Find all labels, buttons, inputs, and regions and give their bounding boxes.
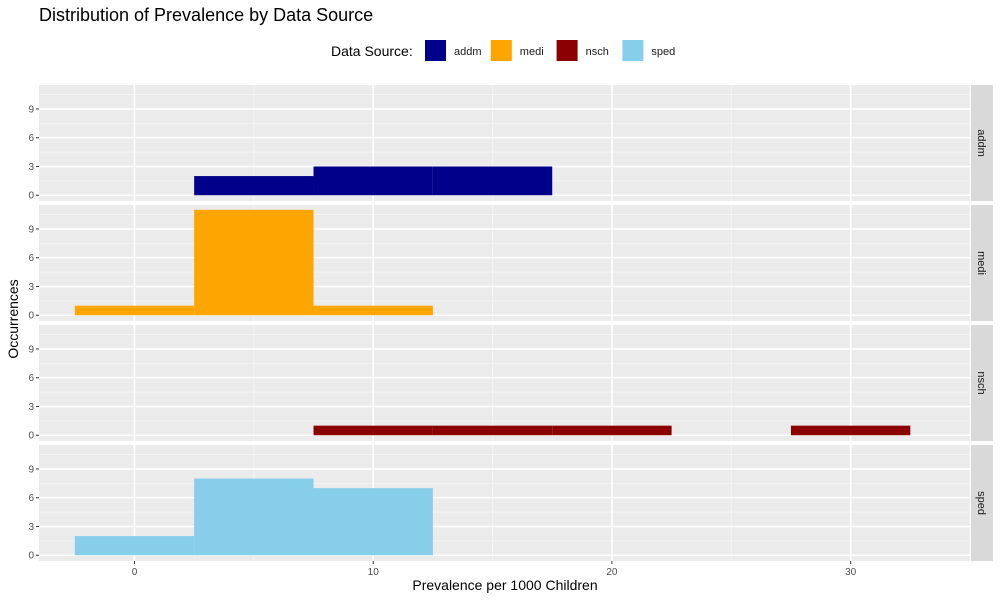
bar-sped (313, 488, 433, 556)
bar-nsch (790, 425, 911, 436)
bar-nsch (432, 425, 553, 436)
legend-key-addm (425, 40, 446, 61)
y-tick-label: 3 (28, 402, 34, 413)
panel-background (39, 325, 970, 441)
facet-panel-sped: 0 3 6 9 sped (28, 445, 993, 562)
panel-background (39, 205, 970, 321)
facet-panel-medi: 0 3 6 9 medi (28, 205, 993, 322)
y-tick-label: 3 (28, 282, 34, 293)
bar-sped (194, 478, 314, 556)
y-tick-label: 6 (28, 253, 34, 264)
bar-nsch (313, 425, 433, 436)
legend-label-medi: medi (520, 46, 544, 58)
y-tick-label: 0 (28, 431, 34, 442)
x-tick-label: 30 (845, 567, 857, 578)
x-tick-label: 20 (606, 567, 618, 578)
legend-title: Data Source: (331, 43, 413, 59)
facet-strip-label-nsch: nsch (975, 371, 987, 394)
y-tick-label: 3 (28, 522, 34, 533)
chart-title: Distribution of Prevalence by Data Sourc… (39, 5, 373, 25)
y-tick-label: 0 (28, 191, 34, 202)
facet-strip (971, 325, 993, 441)
bar-addm (194, 176, 314, 196)
y-tick-label: 0 (28, 551, 34, 562)
bar-sped (74, 536, 195, 556)
bar-medi (313, 305, 433, 316)
facet-panels: 0 3 6 9 addm 0 3 6 9 medi 0 3 6 9 nsch 0 3 6 9 sped (28, 85, 993, 562)
facet-panel-addm: 0 3 6 9 addm (28, 85, 993, 202)
legend-label-sped: sped (651, 46, 675, 58)
y-tick-label: 9 (28, 464, 34, 475)
y-tick-label: 6 (28, 133, 34, 144)
x-tick-label: 0 (132, 567, 138, 578)
bar-nsch (552, 425, 672, 436)
y-tick-label: 9 (28, 104, 34, 115)
legend-key-medi (490, 40, 512, 61)
legend-key-sped (622, 40, 644, 61)
x-axis: 0 10 20 30 (132, 561, 857, 578)
legend-key-nsch (556, 40, 578, 61)
facet-panel-nsch: 0 3 6 9 nsch (28, 325, 993, 442)
y-tick-label: 3 (28, 162, 34, 173)
facet-strip-label-addm: addm (975, 129, 987, 157)
y-tick-label: 6 (28, 493, 34, 504)
x-tick-label: 10 (368, 567, 380, 578)
legend-label-addm: addm (454, 46, 482, 58)
facet-strip-label-medi: medi (975, 251, 987, 275)
facet-strip-label-sped: sped (975, 491, 987, 515)
y-tick-label: 6 (28, 373, 34, 384)
x-axis-label: Prevalence per 1000 Children (412, 577, 597, 593)
legend-label-nsch: nsch (586, 46, 609, 58)
y-tick-label: 9 (28, 224, 34, 235)
legend: Data Source: addm medi nsch sped (331, 40, 675, 61)
y-tick-label: 0 (28, 311, 34, 322)
y-tick-label: 9 (28, 344, 34, 355)
facet-strip (971, 445, 993, 561)
bar-addm (313, 166, 433, 196)
bar-medi (74, 305, 195, 316)
bar-addm (432, 166, 553, 196)
facet-strip (971, 85, 993, 201)
y-axis-label: Occurrences (5, 279, 21, 358)
facet-strip (971, 205, 993, 321)
bar-medi (194, 209, 314, 316)
